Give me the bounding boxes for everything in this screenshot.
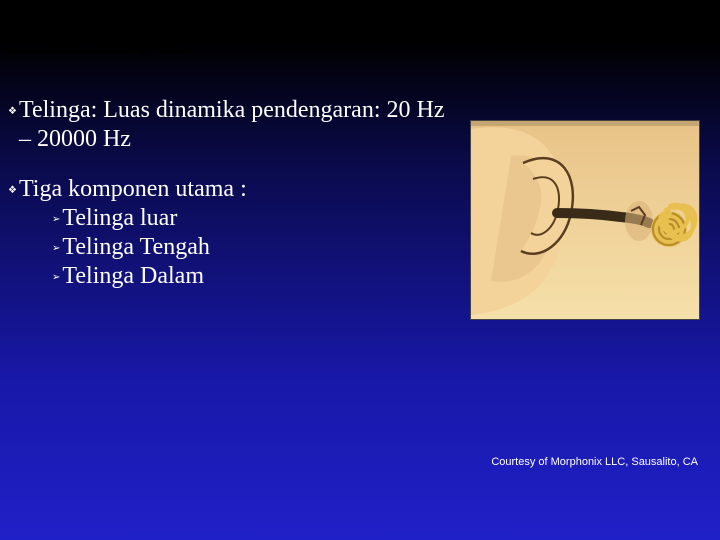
image-credit: Courtesy of Morphonix LLC, Sausalito, CA [491, 456, 698, 468]
sub-item: ➢ Telinga Tengah [52, 233, 448, 262]
ear-image [470, 120, 700, 320]
bullet-item: ❖ Tiga komponen utama : [8, 175, 448, 204]
sub-item: ➢ Telinga luar [52, 204, 448, 233]
sub-text: Telinga Tengah [62, 233, 209, 262]
top-shade [471, 121, 700, 126]
sub-item: ➢ Telinga Dalam [52, 262, 448, 291]
sub-text: Telinga luar [62, 204, 177, 233]
bullet-text: Telinga: Luas dinamika pendengaran: 20 H… [19, 96, 448, 155]
slide-title: Mendengar [6, 8, 188, 55]
bullet-item: ❖ Telinga: Luas dinamika pendengaran: 20… [8, 96, 448, 155]
chevron-icon: ➢ [52, 272, 60, 284]
ear-svg [471, 121, 700, 320]
sub-text: Telinga Dalam [62, 262, 204, 291]
bullet-text: Tiga komponen utama : [19, 175, 448, 204]
sub-list: ➢ Telinga luar ➢ Telinga Tengah ➢ Teling… [52, 204, 448, 292]
chevron-icon: ➢ [52, 214, 60, 226]
diamond-icon: ❖ [8, 185, 17, 197]
diamond-icon: ❖ [8, 106, 17, 118]
content-area: ❖ Telinga: Luas dinamika pendengaran: 20… [8, 96, 448, 292]
chevron-icon: ➢ [52, 243, 60, 255]
